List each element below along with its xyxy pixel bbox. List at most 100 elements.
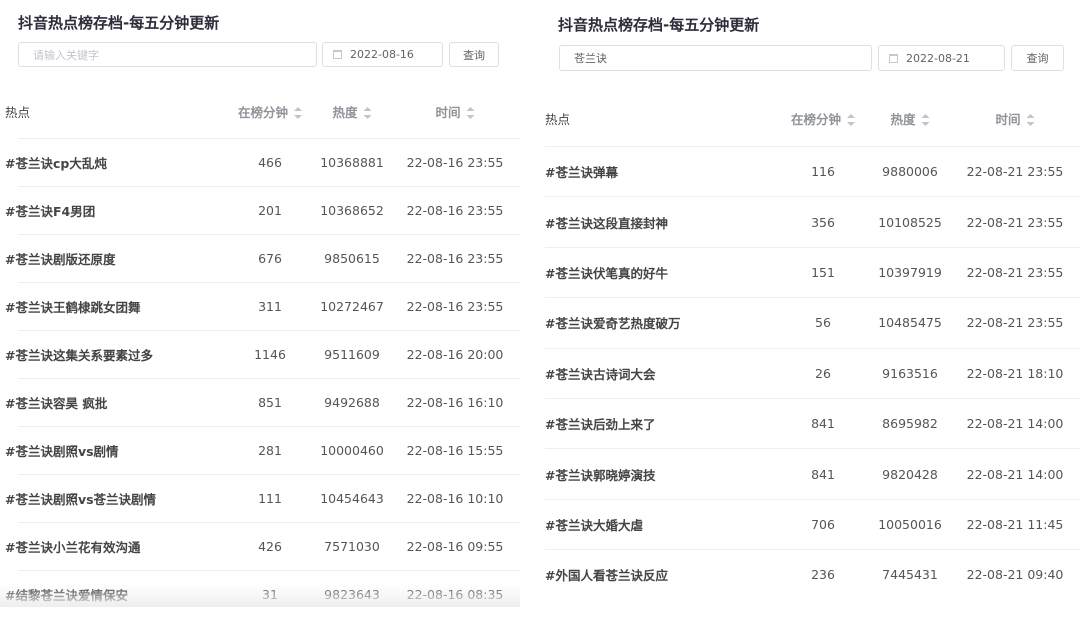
hotspot-name: #苍兰诀大婚大虐 [545,517,643,533]
minutes-value: 426 [258,539,282,554]
time-value: 22-08-16 23:55 [406,299,504,314]
archive-panel-left: 抖音热点榜存档-每五分钟更新 请输入关键字 2022-08-16 查询 热点 在… [0,0,520,607]
query-button[interactable]: 查询 [1011,45,1064,71]
minutes-value: 236 [811,567,835,583]
time-value: 22-08-21 18:10 [966,365,1064,381]
column-header-minutes[interactable]: 在榜分钟 [238,102,303,121]
table-row[interactable]: #苍兰诀cp大乱炖 466 10368881 22-08-16 23:55 [5,138,520,186]
keyword-search-input[interactable]: 请输入关键字 [18,42,317,67]
scroll-fade [0,585,520,607]
heat-value: 10000460 [320,443,384,458]
hotspot-name: #苍兰诀剧照vs剧情 [5,444,119,459]
heat-value: 7445431 [882,567,938,583]
sort-icon[interactable] [363,107,372,119]
time-value: 22-08-16 23:55 [406,203,504,218]
hotspot-name: #苍兰诀这段直接封神 [545,215,668,231]
hotspot-name: #苍兰诀容昊 疯批 [5,396,108,411]
time-value: 22-08-16 15:55 [406,443,504,458]
query-button[interactable]: 查询 [449,42,499,67]
heat-value: 8695982 [882,416,938,432]
time-value: 22-08-16 10:10 [406,491,504,506]
hotspot-name: #苍兰诀王鹤棣跳女团舞 [5,300,141,315]
table-row[interactable]: #苍兰诀这段直接封神 356 10108525 22-08-21 23:55 [545,196,1080,246]
table-row[interactable]: #苍兰诀小兰花有效沟通 426 7571030 22-08-16 09:55 [5,522,520,570]
hotspot-name: #苍兰诀古诗词大会 [545,366,656,382]
column-header-time[interactable]: 时间 [435,102,475,121]
heat-value: 9820428 [882,466,938,482]
time-value: 22-08-21 14:00 [966,416,1064,432]
date-value: 2022-08-21 [906,51,970,65]
hotspot-name: #外国人看苍兰诀反应 [545,568,668,584]
time-value: 22-08-16 16:10 [406,395,504,410]
hotspot-name: #苍兰诀剧版还原度 [5,252,116,267]
table-row[interactable]: #苍兰诀爱奇艺热度破万 56 10485475 22-08-21 23:55 [545,297,1080,347]
column-header-hotspot: 热点 [545,111,571,127]
hotspot-name: #苍兰诀郭晓婷演技 [545,467,656,483]
hotspot-name: #苍兰诀这集关系要素过多 [5,348,153,363]
heat-value: 10397919 [878,264,942,280]
table-row[interactable]: #苍兰诀剧照vs苍兰诀剧情 111 10454643 22-08-16 10:1… [5,474,520,522]
sort-icon[interactable] [1026,114,1035,126]
minutes-value: 1146 [254,347,286,362]
heat-value: 10454643 [320,491,384,506]
time-value: 22-08-16 23:55 [406,251,504,266]
hotspot-name: #苍兰诀爱奇艺热度破万 [545,316,681,332]
calendar-icon [889,53,898,63]
table-row[interactable]: #苍兰诀王鹤棣跳女团舞 311 10272467 22-08-16 23:55 [5,282,520,330]
search-text: 请输入关键字 [33,48,99,62]
minutes-value: 56 [815,315,831,331]
table-row[interactable]: #苍兰诀伏笔真的好牛 151 10397919 22-08-21 23:55 [545,246,1080,297]
table-row[interactable]: #苍兰诀剧照vs剧情 281 10000460 22-08-16 15:55 [5,426,520,474]
minutes-value: 706 [811,516,835,532]
minutes-value: 356 [811,214,835,230]
table-row[interactable]: #苍兰诀剧版还原度 676 9850615 22-08-16 23:55 [5,234,520,282]
heat-value: 9880006 [882,164,938,180]
time-value: 22-08-21 14:00 [966,466,1064,482]
column-label: 时间 [435,104,461,120]
hotspot-name: #苍兰诀伏笔真的好牛 [545,265,668,281]
table-row[interactable]: #苍兰诀容昊 疯批 851 9492688 22-08-16 16:10 [5,378,520,426]
column-label: 热度 [890,111,916,127]
heat-value: 9492688 [324,395,380,410]
time-value: 22-08-21 11:45 [966,516,1064,532]
time-value: 22-08-21 23:55 [966,164,1064,180]
sort-icon[interactable] [847,114,856,126]
sort-icon[interactable] [466,107,475,119]
time-value: 22-08-21 09:40 [966,567,1064,583]
table-row[interactable]: #苍兰诀后劲上来了 841 8695982 22-08-21 14:00 [545,398,1080,448]
table-row[interactable]: #苍兰诀大婚大虐 706 10050016 22-08-21 11:45 [545,498,1080,549]
date-picker[interactable]: 2022-08-21 [878,45,1005,71]
date-value: 2022-08-16 [350,48,414,61]
date-picker[interactable]: 2022-08-16 [322,42,443,67]
column-header-minutes[interactable]: 在榜分钟 [791,109,856,128]
calendar-icon [333,50,342,59]
minutes-value: 676 [258,251,282,266]
table-row[interactable]: #苍兰诀郭晓婷演技 841 9820428 22-08-21 14:00 [545,448,1080,498]
column-label: 热度 [332,104,358,120]
heat-value: 10485475 [878,315,942,331]
column-header-time[interactable]: 时间 [995,109,1035,128]
table-row[interactable]: #苍兰诀弹幕 116 9880006 22-08-21 23:55 [545,146,1080,196]
minutes-value: 841 [811,466,835,482]
hotspot-name: #苍兰诀弹幕 [545,165,618,181]
table-header: 热点 在榜分钟 热度 时间 [0,101,520,121]
minutes-value: 841 [811,416,835,432]
minutes-value: 26 [815,365,831,381]
hotspot-name: #苍兰诀剧照vs苍兰诀剧情 [5,492,157,507]
hotspot-name: #苍兰诀小兰花有效沟通 [5,540,141,555]
heat-value: 10368652 [320,203,384,218]
keyword-search-input[interactable]: 苍兰诀 [559,45,872,71]
table-row[interactable]: #外国人看苍兰诀反应 236 7445431 22-08-21 09:40 [545,549,1080,599]
minutes-value: 281 [258,443,282,458]
column-header-heat[interactable]: 热度 [890,109,930,128]
table-row[interactable]: #苍兰诀F4男团 201 10368652 22-08-16 23:55 [5,186,520,234]
archive-panel-right: 抖音热点榜存档-每五分钟更新 苍兰诀 2022-08-21 查询 热点 在榜分钟… [540,0,1080,607]
sort-icon[interactable] [294,107,303,119]
column-label: 时间 [995,111,1021,127]
sort-icon[interactable] [921,114,930,126]
table-row[interactable]: #苍兰诀这集关系要素过多 1146 9511609 22-08-16 20:00 [5,330,520,378]
table-row[interactable]: #苍兰诀古诗词大会 26 9163516 22-08-21 18:10 [545,347,1080,398]
hotspot-name: #苍兰诀cp大乱炖 [5,156,107,171]
column-header-heat[interactable]: 热度 [332,102,372,121]
time-value: 22-08-16 20:00 [406,347,504,362]
